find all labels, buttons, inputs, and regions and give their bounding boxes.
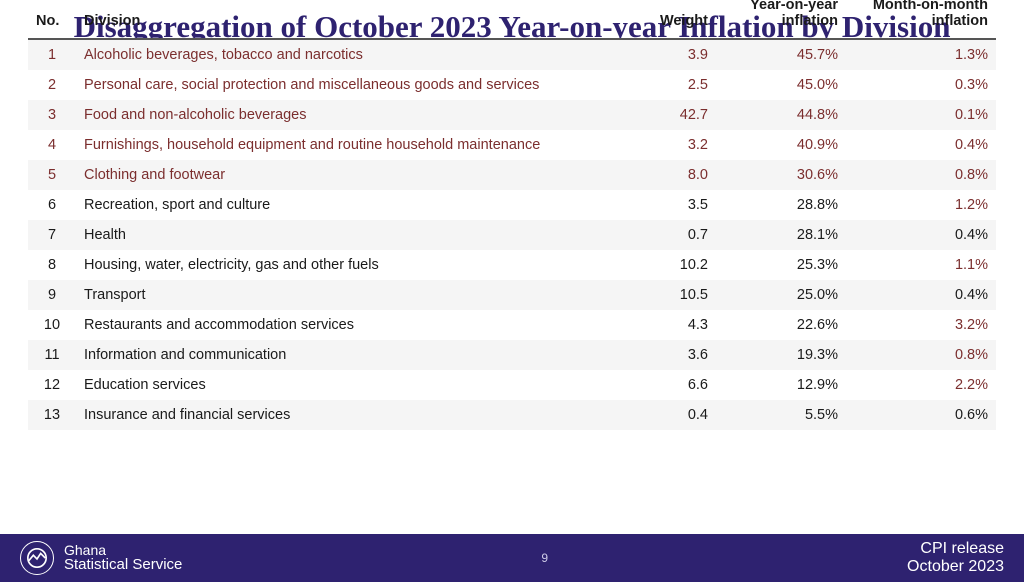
cell-mom: 2.2%	[846, 370, 996, 400]
slide: Disaggregation of October 2023 Year-on-y…	[0, 0, 1024, 582]
cell-weight: 3.9	[626, 39, 716, 70]
cell-division: Recreation, sport and culture	[76, 190, 626, 220]
cell-mom: 0.1%	[846, 100, 996, 130]
cell-mom: 0.8%	[846, 160, 996, 190]
cell-yoy: 44.8%	[716, 100, 846, 130]
cell-weight: 2.5	[626, 70, 716, 100]
cell-mom: 0.4%	[846, 280, 996, 310]
cell-mom: 0.4%	[846, 130, 996, 160]
cell-division: Health	[76, 220, 626, 250]
col-header-mom: Month-on-month inflation	[846, 0, 996, 39]
page-number: 9	[182, 551, 907, 565]
cell-no: 12	[28, 370, 76, 400]
cell-weight: 3.2	[626, 130, 716, 160]
cell-division: Education services	[76, 370, 626, 400]
footer-left: Ghana Statistical Service	[20, 541, 182, 575]
cell-no: 13	[28, 400, 76, 430]
table-header-row: No. Division Weight Year-on-year inflati…	[28, 0, 996, 39]
release-date: October 2023	[907, 558, 1004, 576]
cell-division: Food and non-alcoholic beverages	[76, 100, 626, 130]
cell-weight: 3.5	[626, 190, 716, 220]
cell-weight: 4.3	[626, 310, 716, 340]
col-header-yoy: Year-on-year inflation	[716, 0, 846, 39]
cell-mom: 1.3%	[846, 39, 996, 70]
inflation-table: No. Division Weight Year-on-year inflati…	[28, 0, 996, 430]
table-container: No. Division Weight Year-on-year inflati…	[0, 0, 1024, 534]
cell-weight: 6.6	[626, 370, 716, 400]
cell-weight: 8.0	[626, 160, 716, 190]
cell-mom: 3.2%	[846, 310, 996, 340]
cell-division: Information and communication	[76, 340, 626, 370]
cell-yoy: 25.3%	[716, 250, 846, 280]
org-line1: Ghana	[64, 543, 182, 558]
table-row: 5Clothing and footwear8.030.6%0.8%	[28, 160, 996, 190]
table-row: 2Personal care, social protection and mi…	[28, 70, 996, 100]
table-row: 12Education services6.612.9%2.2%	[28, 370, 996, 400]
cell-no: 7	[28, 220, 76, 250]
cell-no: 6	[28, 190, 76, 220]
table-row: 7Health0.728.1%0.4%	[28, 220, 996, 250]
cell-no: 2	[28, 70, 76, 100]
col-header-weight: Weight	[626, 0, 716, 39]
cell-division: Personal care, social protection and mis…	[76, 70, 626, 100]
cell-yoy: 25.0%	[716, 280, 846, 310]
cell-division: Furnishings, household equipment and rou…	[76, 130, 626, 160]
col-header-no: No.	[28, 0, 76, 39]
org-name: Ghana Statistical Service	[64, 543, 182, 573]
cell-no: 11	[28, 340, 76, 370]
cell-mom: 0.4%	[846, 220, 996, 250]
cell-yoy: 30.6%	[716, 160, 846, 190]
cell-yoy: 28.8%	[716, 190, 846, 220]
cell-weight: 0.7	[626, 220, 716, 250]
cell-weight: 0.4	[626, 400, 716, 430]
cell-mom: 0.3%	[846, 70, 996, 100]
cell-no: 10	[28, 310, 76, 340]
release-title: CPI release	[907, 540, 1004, 558]
cell-no: 3	[28, 100, 76, 130]
cell-weight: 3.6	[626, 340, 716, 370]
cell-weight: 42.7	[626, 100, 716, 130]
table-row: 6Recreation, sport and culture3.528.8%1.…	[28, 190, 996, 220]
cell-yoy: 5.5%	[716, 400, 846, 430]
cell-yoy: 28.1%	[716, 220, 846, 250]
cell-yoy: 45.7%	[716, 39, 846, 70]
table-row: 11Information and communication3.619.3%0…	[28, 340, 996, 370]
cell-no: 5	[28, 160, 76, 190]
cell-division: Restaurants and accommodation services	[76, 310, 626, 340]
cell-mom: 1.1%	[846, 250, 996, 280]
table-row: 9Transport10.525.0%0.4%	[28, 280, 996, 310]
table-row: 13Insurance and financial services0.45.5…	[28, 400, 996, 430]
cell-division: Insurance and financial services	[76, 400, 626, 430]
table-row: 3Food and non-alcoholic beverages42.744.…	[28, 100, 996, 130]
cell-yoy: 19.3%	[716, 340, 846, 370]
cell-division: Housing, water, electricity, gas and oth…	[76, 250, 626, 280]
table-body: 1Alcoholic beverages, tobacco and narcot…	[28, 39, 996, 430]
cell-no: 8	[28, 250, 76, 280]
cell-yoy: 45.0%	[716, 70, 846, 100]
cell-weight: 10.5	[626, 280, 716, 310]
cell-yoy: 40.9%	[716, 130, 846, 160]
cell-no: 1	[28, 39, 76, 70]
table-row: 10Restaurants and accommodation services…	[28, 310, 996, 340]
table-row: 1Alcoholic beverages, tobacco and narcot…	[28, 39, 996, 70]
cell-division: Alcoholic beverages, tobacco and narcoti…	[76, 39, 626, 70]
cell-mom: 0.6%	[846, 400, 996, 430]
org-logo-icon	[20, 541, 54, 575]
cell-no: 9	[28, 280, 76, 310]
col-header-division: Division	[76, 0, 626, 39]
footer-bar: Ghana Statistical Service 9 CPI release …	[0, 534, 1024, 582]
cell-mom: 1.2%	[846, 190, 996, 220]
org-line2: Statistical Service	[64, 557, 182, 573]
table-row: 8Housing, water, electricity, gas and ot…	[28, 250, 996, 280]
cell-yoy: 22.6%	[716, 310, 846, 340]
cell-division: Clothing and footwear	[76, 160, 626, 190]
table-row: 4Furnishings, household equipment and ro…	[28, 130, 996, 160]
cell-no: 4	[28, 130, 76, 160]
cell-yoy: 12.9%	[716, 370, 846, 400]
cell-mom: 0.8%	[846, 340, 996, 370]
cell-division: Transport	[76, 280, 626, 310]
cell-weight: 10.2	[626, 250, 716, 280]
footer-right: CPI release October 2023	[907, 540, 1004, 575]
